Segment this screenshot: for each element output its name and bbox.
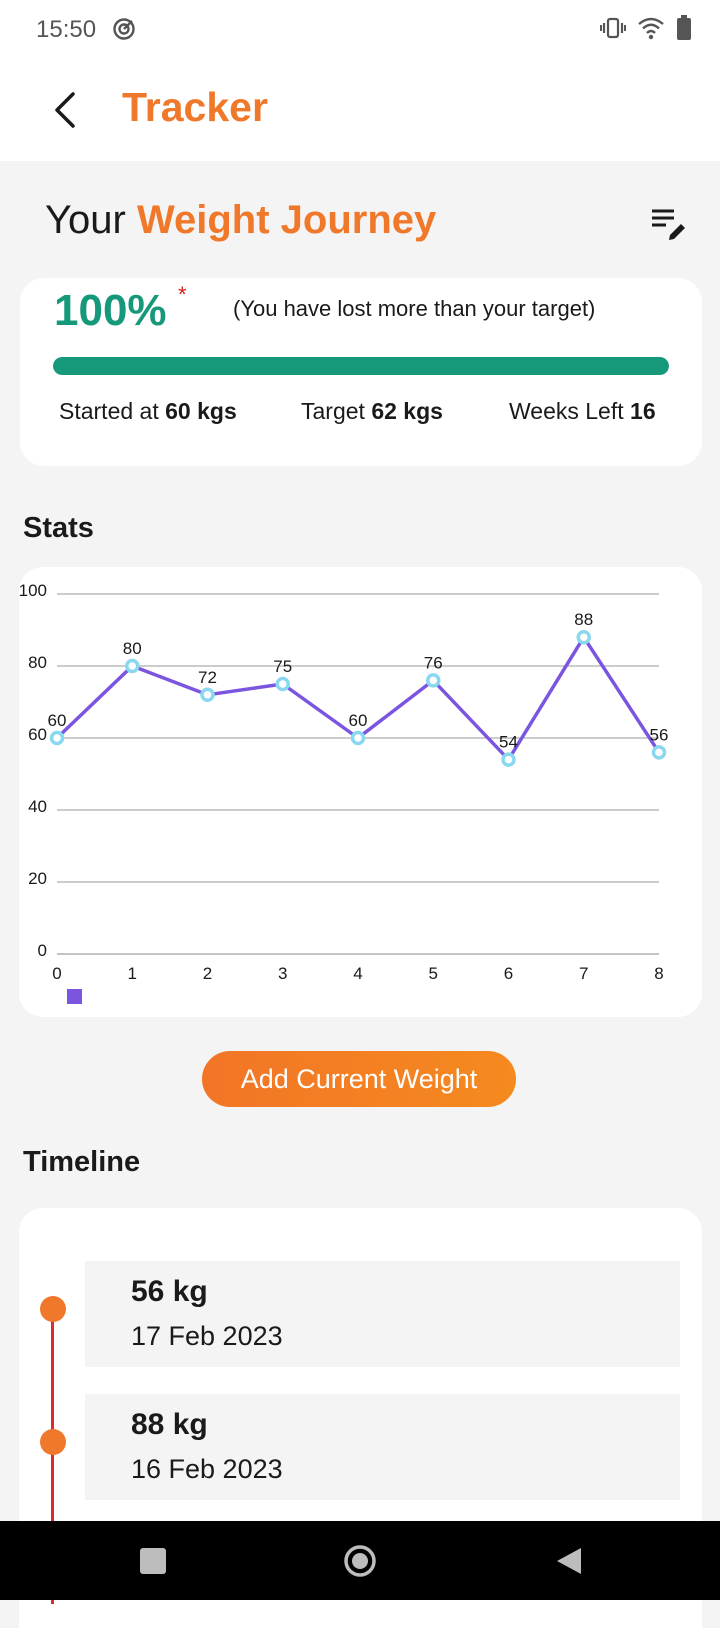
progress-asterisk: *	[178, 282, 187, 307]
edit-list-icon[interactable]	[648, 202, 688, 242]
data-label: 76	[424, 653, 443, 672]
data-label: 72	[198, 668, 217, 687]
back-nav-button[interactable]	[547, 1539, 591, 1583]
x-tick-label: 1	[128, 964, 137, 983]
data-label: 88	[574, 610, 593, 629]
system-nav-bar	[0, 1521, 720, 1600]
home-button[interactable]	[338, 1539, 382, 1583]
data-point	[651, 745, 667, 760]
sync-icon	[113, 18, 135, 40]
recents-button[interactable]	[131, 1539, 175, 1583]
home-circle-icon	[344, 1545, 376, 1577]
stats-title: Stats	[23, 512, 94, 544]
timeline-entry-date: 17 Feb 2023	[131, 1321, 283, 1351]
stats-chart-card: 0 20 40 60 80 100 0 1 2 3 4 5 6 7 8 60 80 72 75 60 76 54 88 56	[19, 567, 702, 1017]
started-value: 60 kgs	[165, 398, 237, 424]
y-tick-label: 60	[28, 725, 47, 744]
y-tick-label: 40	[28, 797, 47, 816]
y-tick-label: 80	[28, 653, 47, 672]
data-label: 80	[123, 639, 142, 658]
timeline-title: Timeline	[23, 1146, 141, 1178]
journey-title-accent: Weight Journey	[136, 198, 437, 242]
data-label: 56	[650, 725, 669, 744]
x-tick-label: 5	[429, 964, 438, 983]
data-point	[200, 687, 215, 703]
data-point	[426, 673, 441, 688]
target: Target 62 kgs	[301, 398, 443, 425]
y-tick-label: 100	[19, 581, 47, 600]
status-bar: 15:50	[0, 0, 720, 60]
target-label: Target	[301, 398, 365, 424]
data-label: 60	[349, 711, 368, 730]
progress-card: 100% * (You have lost more than your tar…	[20, 278, 702, 466]
timeline-entry-weight: 56 kg	[131, 1275, 208, 1308]
weeks-label: Weeks Left	[509, 398, 624, 424]
data-point	[49, 730, 65, 746]
x-tick-label: 2	[203, 964, 212, 983]
data-point	[275, 676, 290, 692]
weeks-value: 16	[630, 398, 656, 424]
y-tick-label: 20	[28, 869, 47, 888]
battery-icon	[677, 15, 691, 40]
journey-title: Your Weight Journey	[45, 198, 436, 243]
timeline-entry-date: 16 Feb 2023	[131, 1454, 283, 1484]
started-label: Started at	[59, 398, 159, 424]
data-label: 75	[273, 657, 292, 676]
data-point	[576, 629, 591, 645]
arrow-back-icon	[55, 92, 75, 128]
app-bar: Tracker	[0, 60, 720, 161]
progress-bar	[53, 357, 669, 375]
started-at: Started at 60 kgs	[59, 398, 237, 425]
timeline-dot	[40, 1429, 66, 1455]
x-tick-label: 8	[654, 964, 663, 983]
timeline-entry-weight: 88 kg	[131, 1408, 208, 1441]
progress-bar-fill	[53, 357, 669, 375]
vibrate-icon	[600, 17, 626, 39]
data-point	[350, 730, 366, 746]
timeline-entry[interactable]: 56 kg 17 Feb 2023	[85, 1261, 680, 1367]
legend-swatch	[67, 989, 82, 1004]
page-title: Tracker	[122, 84, 268, 130]
x-tick-label: 7	[579, 964, 588, 983]
x-tick-label: 4	[353, 964, 362, 983]
square-icon	[140, 1548, 166, 1574]
target-value: 62 kgs	[371, 398, 443, 424]
x-tick-label: 3	[278, 964, 287, 983]
progress-percent: 100%	[54, 286, 167, 335]
x-tick-label: 6	[504, 964, 513, 983]
data-label: 54	[499, 733, 518, 752]
y-tick-label: 0	[38, 941, 47, 960]
x-tick-label: 0	[52, 964, 61, 983]
journey-title-prefix: Your	[45, 198, 126, 242]
data-label: 60	[48, 711, 67, 730]
wifi-icon	[638, 17, 664, 40]
progress-note: (You have lost more than your target)	[233, 296, 596, 321]
add-current-weight-button[interactable]: Add Current Weight	[202, 1051, 516, 1107]
timeline-entry[interactable]: 88 kg 16 Feb 2023	[85, 1394, 680, 1500]
back-button[interactable]	[40, 82, 90, 138]
triangle-back-icon	[557, 1548, 581, 1574]
timeline-dot	[40, 1296, 66, 1322]
data-point	[501, 752, 516, 767]
weeks-left: Weeks Left 16	[509, 398, 656, 425]
status-time: 15:50	[36, 16, 97, 43]
data-point	[125, 658, 140, 674]
